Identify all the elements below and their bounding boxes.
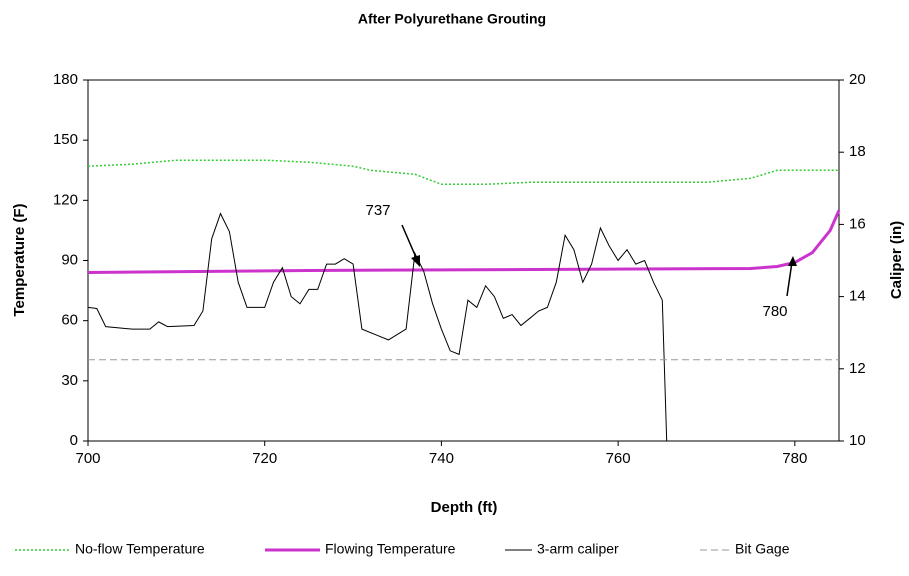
annotation-arrow [786, 261, 793, 297]
annotation-arrowhead [788, 256, 797, 266]
legend-label: Bit Gage [735, 541, 790, 557]
annotation-arrow [401, 224, 419, 263]
plot-frame [87, 79, 840, 442]
y2-tick-label: 20 [849, 71, 866, 88]
y2-tick-label: 16 [849, 215, 866, 232]
legend-label: Flowing Temperature [325, 541, 456, 557]
chart-title: After Polyurethane Grouting [358, 11, 546, 27]
legend-label: 3-arm caliper [537, 541, 619, 557]
y-tick-label: 60 [61, 312, 78, 329]
y-tick-label: 90 [61, 251, 78, 268]
x-tick-label: 780 [782, 450, 807, 467]
x-axis-label: Depth (ft) [431, 499, 498, 516]
x-tick-label: 760 [606, 450, 631, 467]
y2-tick-label: 12 [849, 360, 866, 377]
y-tick-label: 180 [53, 71, 78, 88]
y-tick-label: 150 [53, 131, 78, 148]
series-line [87, 212, 668, 442]
y-tick-label: 120 [53, 191, 78, 208]
series-line [87, 159, 839, 186]
y-tick-label: 0 [70, 432, 78, 449]
x-tick-label: 700 [75, 450, 100, 467]
annotation: 780 [762, 303, 787, 320]
series-line [87, 209, 841, 274]
y-axis-label: Temperature (F) [11, 203, 28, 316]
y-tick-label: 30 [61, 372, 78, 389]
y2-tick-label: 10 [849, 432, 866, 449]
y2-tick-label: 14 [849, 288, 866, 305]
x-tick-label: 720 [252, 450, 277, 467]
annotation: 737 [365, 202, 390, 219]
x-tick-label: 740 [429, 450, 454, 467]
y2-axis-label: Caliper (in) [888, 221, 905, 299]
annotation-arrowhead [411, 255, 420, 267]
y2-tick-label: 18 [849, 143, 866, 160]
legend-label: No-flow Temperature [75, 541, 205, 557]
